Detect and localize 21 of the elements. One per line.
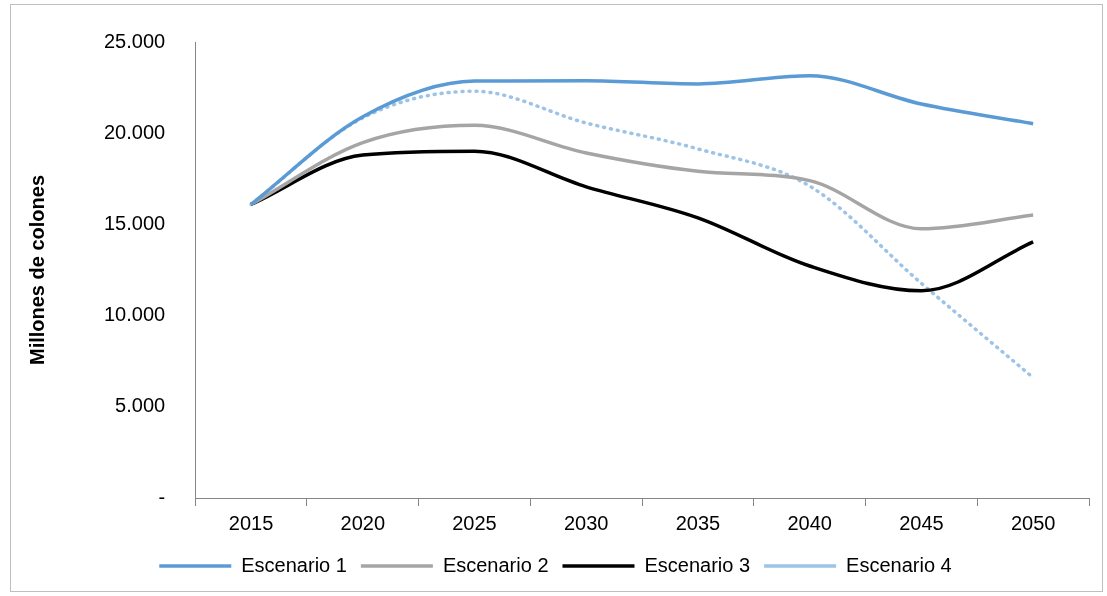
x-tick-label: 2020 bbox=[340, 511, 386, 534]
y-axis-title: Millones de colones bbox=[25, 174, 48, 366]
x-tick-label: 2035 bbox=[675, 511, 721, 534]
legend-label: Escenario 3 bbox=[644, 553, 751, 576]
y-tick-label: 20.000 bbox=[104, 120, 166, 143]
y-tick-label: - bbox=[158, 485, 166, 508]
line-series bbox=[249, 73, 1035, 207]
x-tick-label: 2040 bbox=[787, 511, 832, 534]
y-tick-label: 25.000 bbox=[104, 29, 166, 52]
line-series bbox=[249, 123, 1035, 231]
y-tick-label: 5.000 bbox=[115, 394, 166, 417]
y-tick-label: 10.000 bbox=[104, 303, 166, 326]
x-tick-label: 2030 bbox=[563, 511, 609, 534]
x-tick-label: 2050 bbox=[1010, 511, 1056, 534]
x-tick-label: 2025 bbox=[452, 511, 497, 534]
x-tick-label: 2045 bbox=[899, 511, 944, 534]
legend-label: Escenario 2 bbox=[442, 553, 549, 576]
x-tick-label: 2015 bbox=[228, 511, 274, 534]
legend-label: Escenario 4 bbox=[846, 553, 952, 576]
legend-label: Escenario 1 bbox=[241, 553, 347, 576]
y-tick-label: 15.000 bbox=[104, 211, 166, 234]
